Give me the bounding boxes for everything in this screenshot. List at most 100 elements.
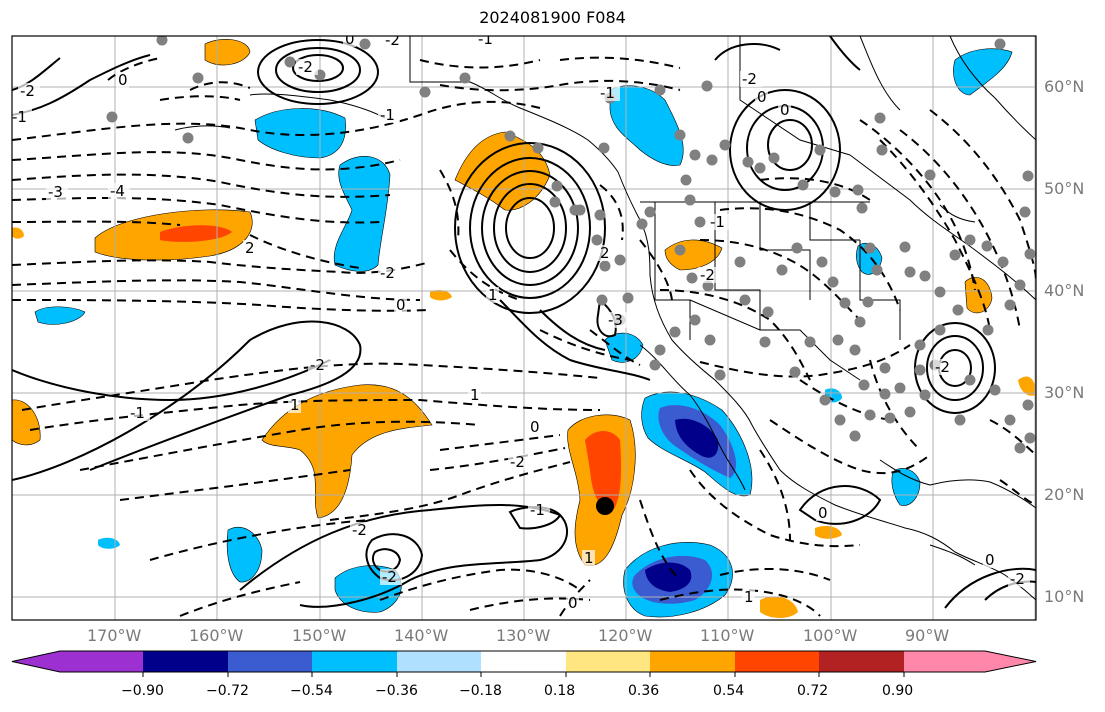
station-dot [549,196,561,208]
lat-label: 50°N [1044,179,1085,198]
colorbar-swatch [312,651,397,672]
colorbar-swatch [819,651,904,672]
station-dot [864,409,876,421]
station-dot [680,174,692,186]
station-dot [849,344,861,356]
station-dot [827,276,839,288]
map-title: 2024081900 F084 [479,8,626,27]
station-dot [856,202,868,214]
station-dot [636,218,648,230]
colorbar-swatch [650,651,735,672]
station-dot [829,186,841,198]
station-dot [924,169,936,181]
lon-label: 170°W [87,626,142,645]
contour-label: -2 [1010,570,1025,588]
station-dot [759,336,771,348]
colorbar-swatch [12,651,143,672]
station-dot [804,336,816,348]
station-dot [614,254,626,266]
station-dot [904,406,916,418]
station-dot [858,379,870,391]
station-dot [594,209,606,221]
station-dot [884,412,896,424]
station-dot [819,394,831,406]
station-dot [814,144,826,156]
lon-label: 120°W [598,626,653,645]
station-dot [739,294,751,306]
contour-label: 0 [530,418,540,436]
station-dot [182,132,194,144]
colorbar-swatch [566,651,650,672]
map-frame [11,35,1037,621]
station-dot [689,314,701,326]
contour-label: 0 [345,30,355,48]
lat-label: 60°N [1044,77,1085,96]
contour-label: 1 [488,286,498,304]
station-dot [879,388,891,400]
station-dot [964,234,976,246]
station-dot [989,384,1001,396]
contour-label: -2 [385,31,400,49]
station-dot [864,242,876,254]
station-dot [894,382,906,394]
contour-label: 0 [568,594,578,612]
contour-label: 0 [985,551,995,569]
contour-label: -2 [20,82,35,100]
colorbar-swatch [397,651,481,672]
station-dot [359,38,371,50]
station-dot [684,194,696,206]
station-dot [156,36,168,46]
station-dot [1004,299,1016,311]
station-dot [596,294,608,306]
contour-label: -3 [48,183,63,201]
contour-label: -2 [700,266,715,284]
station-dot [791,242,803,254]
station-dot [719,139,731,151]
station-dot [832,334,844,346]
station-dot [598,142,610,154]
station-dot [904,266,916,278]
station-dot [797,179,809,191]
colorbar-tick-label: −0.36 [375,683,418,699]
station-dot [591,234,603,246]
station-dot [504,130,516,142]
lon-label: 130°W [496,626,551,645]
station-dot [654,344,666,356]
contour-label: -1 [130,404,145,422]
station-dot [982,324,994,336]
station-dot [876,144,888,156]
station-dot [1024,432,1036,444]
station-dot [994,38,1006,50]
lat-label: 20°N [1044,485,1085,504]
station-dot [704,334,716,346]
lon-label: 110°W [700,626,755,645]
station-dot [701,80,713,92]
contour-label: 0 [818,504,828,522]
station-dot [686,272,698,284]
colorbar-swatch [481,651,566,672]
station-dot [459,72,471,84]
station-dot [654,84,666,96]
station-dot [419,86,431,98]
contour-label: -2 [298,58,313,76]
contour-label: 1 [470,386,480,404]
contour-label: -2 [382,568,397,586]
station-dot [192,72,204,84]
station-dot [674,244,686,256]
station-dot [776,264,788,276]
contour-label: -1 [530,501,545,519]
contour-label: -1 [710,213,725,231]
station-dot [649,359,661,371]
contour-label: 0 [757,88,767,106]
station-dot [551,180,563,192]
contour-label: -1 [380,106,395,124]
station-dot [789,366,801,378]
contour-label: -4 [110,182,125,200]
storm-center-marker [596,497,614,515]
lon-label: 160°W [189,626,244,645]
contour-label: 1 [744,588,754,606]
station-dot [694,216,706,228]
contour-label: -3 [608,311,623,329]
colorbar [11,650,1037,677]
